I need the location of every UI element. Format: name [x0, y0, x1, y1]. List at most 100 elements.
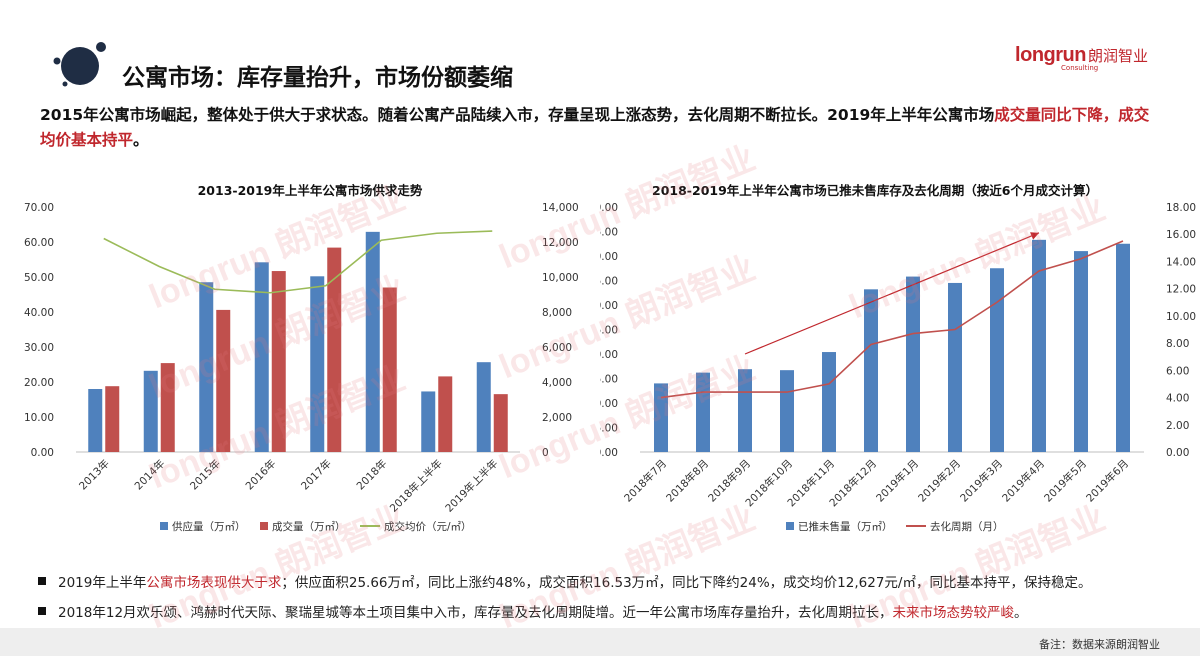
bar — [160, 363, 175, 452]
bar — [88, 389, 103, 452]
x-tick-label: 2015年 — [187, 457, 223, 493]
bullet-item: 2018年12月欢乐颂、鸿赫时代天际、聚瑞星城等本土项目集中入市，库存量及去化周… — [38, 596, 1091, 626]
y-tick-label: 30.00 — [24, 342, 54, 354]
summary-highlight: 成交量同比下降，成交均价基本持平 — [40, 106, 1150, 149]
x-tick-label: 2019年6月 — [1083, 457, 1131, 505]
bullet-highlight: 公寓市场表现供大于求 — [146, 575, 282, 591]
bar — [199, 282, 214, 452]
bar — [1074, 251, 1088, 452]
series-line — [103, 230, 493, 294]
bar — [421, 391, 436, 452]
x-tick-label: 2019年1月 — [873, 457, 921, 505]
y2-tick-label: 6,000 — [542, 342, 572, 354]
bar — [906, 276, 920, 452]
x-tick-label: 2019年2月 — [915, 457, 963, 505]
y2-tick-label: 14.00 — [1166, 256, 1196, 268]
bar — [327, 247, 342, 452]
legend-label: 已推未售量（万㎡） — [798, 520, 893, 533]
title-circles-icon — [53, 42, 106, 87]
bullet-text-1: 2018年12月欢乐颂、鸿赫时代天际、聚瑞星城等本土项目集中入市，库存量及去化周… — [58, 605, 893, 621]
y-tick-label: 0.00 — [600, 447, 618, 459]
y-tick-label: 25.00 — [600, 325, 618, 337]
logo-subtext: Consulting — [1061, 64, 1099, 72]
x-tick-label: 2013年 — [76, 457, 112, 493]
bar — [696, 372, 710, 452]
inventory-chart: 0.00 5.00 10.00 15.00 20.00 25.00 30.00 35.00 40… — [600, 202, 1196, 533]
bullet-highlight: 未来市场态势较严峻 — [892, 605, 1015, 621]
x-tick-label: 2017年 — [298, 457, 334, 493]
bullet-list: 2019年上半年 公寓市场表现供大于求 ；供应面积25.66万㎡，同比上涨约48%，… — [38, 566, 1091, 626]
y-tick-label: 15.00 — [600, 374, 618, 386]
y-tick-label: 60.00 — [24, 237, 54, 249]
y2-tick-label: 4.00 — [1166, 393, 1189, 405]
bar — [822, 352, 836, 452]
y2-tick-label: 10,000 — [542, 272, 579, 284]
y-tick-label: 70.00 — [24, 202, 54, 214]
y2-tick-label: 2.00 — [1166, 420, 1189, 432]
bar — [365, 231, 380, 452]
y2-tick-label: 0 — [542, 447, 549, 459]
x-tick-label: 2019年4月 — [999, 457, 1047, 505]
y2-tick-label: 12.00 — [1166, 284, 1196, 296]
bar — [1032, 239, 1046, 452]
legend-label: 去化周期（月） — [930, 520, 1004, 533]
bar — [864, 289, 878, 452]
x-tick-label: 2019年上半年 — [443, 457, 501, 515]
bottom-band — [0, 628, 1200, 656]
trend-arrow-head — [1030, 232, 1039, 240]
legend-label: 成交量（万㎡） — [272, 520, 346, 533]
bar — [990, 268, 1004, 452]
x-tick-label: 2018年8月 — [663, 457, 711, 505]
bullet-square-icon — [38, 577, 46, 585]
x-tick-label: 2018年 — [354, 457, 390, 493]
y2-tick-label: 0.00 — [1166, 447, 1189, 459]
y-tick-label: 50.00 — [24, 272, 54, 284]
y-tick-label: 35.00 — [600, 276, 618, 288]
bullet-item: 2019年上半年 公寓市场表现供大于求 ；供应面积25.66万㎡，同比上涨约48%，… — [38, 566, 1091, 596]
supply-demand-chart: 0.00 10.00 20.00 30.00 40.00 50.00 60.00 70.00 0… — [24, 202, 579, 533]
logo-cn-text: 朗润智业 — [1087, 47, 1148, 65]
bar — [216, 309, 231, 452]
bar — [654, 383, 668, 452]
legend-swatch — [160, 522, 168, 530]
y2-tick-label: 2,000 — [542, 412, 572, 424]
y-tick-label: 5.00 — [600, 423, 618, 435]
y2-tick-label: 12,000 — [542, 237, 579, 249]
bar — [105, 386, 120, 452]
x-tick-label: 2014年 — [132, 457, 168, 493]
footnote: 备注：数据来源朗润智业 — [1039, 638, 1160, 651]
left-chart-title: 2013-2019年上半年公寓市场供求走势 — [197, 183, 423, 198]
bar — [254, 262, 269, 452]
bullet-text-2: ；供应面积25.66万㎡，同比上涨约48%，成交面积16.53万㎡，同比下降约2… — [281, 575, 1092, 591]
legend-label: 成交均价（元/㎡） — [384, 520, 472, 533]
bullet-text-2: 。 — [1014, 605, 1028, 621]
brand-logo: longrun 朗润智业 Consulting — [1015, 44, 1148, 72]
y-tick-label: 10.00 — [600, 398, 618, 410]
trend-arrow-line — [744, 232, 1040, 355]
y2-tick-label: 6.00 — [1166, 365, 1189, 377]
bar — [143, 370, 158, 452]
bar — [271, 271, 286, 452]
x-tick-label: 2018年7月 — [621, 457, 669, 505]
bar — [1116, 243, 1130, 452]
y2-tick-label: 14,000 — [542, 202, 579, 214]
x-tick-label: 2019年3月 — [957, 457, 1005, 505]
bar — [738, 369, 752, 452]
y-tick-label: 45.00 — [600, 227, 618, 239]
y-tick-label: 30.00 — [600, 300, 618, 312]
y-tick-label: 10.00 — [24, 412, 54, 424]
right-chart-title: 2018-2019年上半年公寓市场已推未售库存及去化周期（按近6个月成交计算） — [652, 183, 1098, 198]
legend-label: 供应量（万㎡） — [172, 520, 246, 533]
y-tick-label: 0.00 — [31, 447, 54, 459]
bar — [476, 362, 491, 452]
summary-text-1: 2015年公寓市场崛起，整体处于供大于求状态。随着公寓产品陆续入市，存量呈现上涨… — [40, 106, 995, 124]
y2-tick-label: 10.00 — [1166, 311, 1196, 323]
bar — [780, 370, 794, 452]
y2-tick-label: 18.00 — [1166, 202, 1196, 214]
summary-text-2: 。 — [133, 131, 149, 149]
bullet-text-1: 2019年上半年 — [58, 575, 147, 591]
bar — [438, 376, 453, 452]
x-tick-label: 2018年上半年 — [387, 457, 445, 515]
legend-swatch — [260, 522, 268, 530]
